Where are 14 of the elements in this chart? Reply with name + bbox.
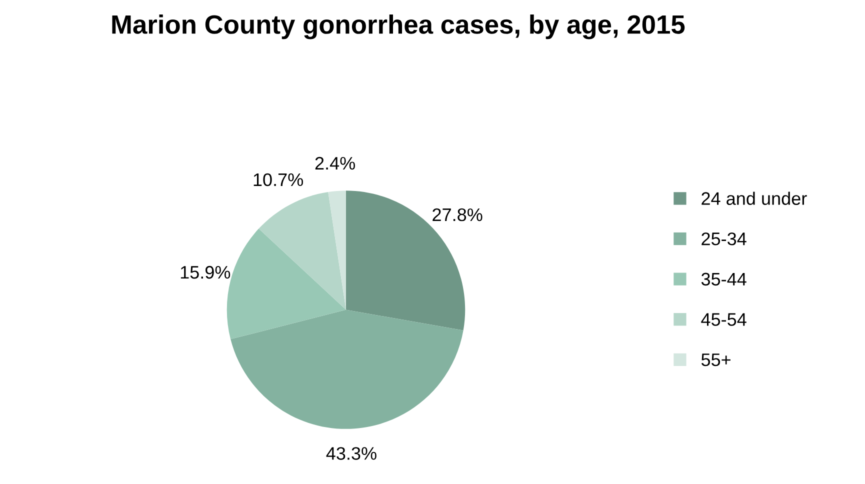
- data-label: 43.3%: [326, 447, 376, 460]
- legend-label: 24 and under: [702, 192, 807, 205]
- data-label: 15.9%: [180, 266, 230, 279]
- legend-label: 35-44: [701, 272, 746, 286]
- legend-label: 45-54: [701, 313, 746, 326]
- pie-slice: [230, 310, 464, 429]
- pie-slice: [328, 190, 346, 310]
- data-label: 10.7%: [254, 173, 304, 186]
- pie-slice: [258, 192, 346, 310]
- data-label: 27.8%: [432, 208, 482, 222]
- legend-label: 55+: [701, 354, 730, 366]
- legend-label: 25-34: [702, 232, 746, 246]
- data-label: 2.4%: [315, 156, 355, 170]
- chart-title: Marion County gonorrhea cases, by age, 2015: [112, 14, 685, 40]
